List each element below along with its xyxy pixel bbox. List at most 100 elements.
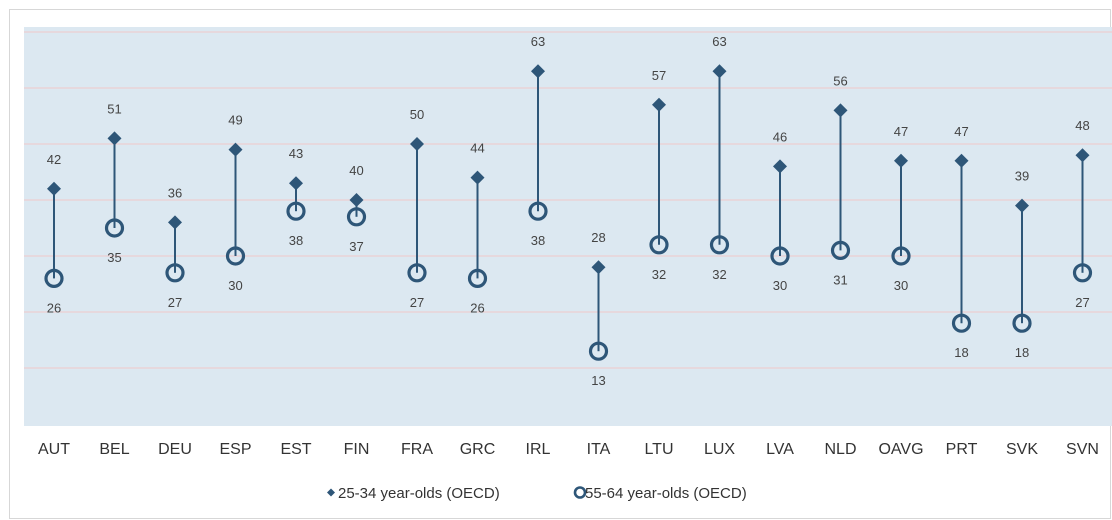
legend-ring-marker <box>573 486 587 499</box>
value-label-25-34-deu: 36 <box>168 185 182 200</box>
value-label-25-34-prt: 47 <box>954 124 968 139</box>
ring-point-irl <box>528 201 548 221</box>
diamond-point-lva <box>773 159 787 174</box>
x-label-prt: PRT <box>946 441 978 458</box>
value-label-55-64-bel: 35 <box>107 250 121 265</box>
ring-point-deu <box>165 263 185 283</box>
value-label-55-64-grc: 26 <box>470 300 484 315</box>
ring-point-svk <box>1012 313 1032 333</box>
x-label-fra: FRA <box>401 441 433 458</box>
ring-point-aut <box>44 268 64 288</box>
legend-diamond-marker <box>327 488 335 497</box>
value-label-25-34-ltu: 57 <box>652 68 666 83</box>
value-label-55-64-lux: 32 <box>712 267 726 282</box>
value-label-55-64-ita: 13 <box>591 373 605 388</box>
x-label-ltu: LTU <box>644 441 673 458</box>
x-label-oavg: OAVG <box>878 441 923 458</box>
diamond-point-svk <box>1015 198 1029 213</box>
diamond-point-ita <box>591 260 606 275</box>
ring-point-oavg <box>891 246 911 266</box>
x-label-irl: IRL <box>526 441 551 458</box>
diamond-point-est <box>289 176 303 191</box>
x-axis-labels: AUT BEL DEU ESP EST FIN FRA GRC IRL ITA LTU LUX LVA N… <box>38 441 1099 458</box>
diamond-point-prt <box>954 153 969 168</box>
x-label-nld: NLD <box>824 441 856 458</box>
x-label-fin: FIN <box>344 441 370 458</box>
value-label-25-34-esp: 49 <box>228 113 242 128</box>
diamond-point-bel <box>107 131 122 146</box>
diamond-point-lux <box>712 64 727 79</box>
x-label-bel: BEL <box>99 441 129 458</box>
diamond-point-aut <box>47 181 61 196</box>
x-label-svn: SVN <box>1066 441 1099 458</box>
value-label-25-34-grc: 44 <box>470 141 484 156</box>
value-label-25-34-irl: 63 <box>531 34 545 49</box>
ring-point-svn <box>1072 263 1093 283</box>
value-label-55-64-fra: 27 <box>410 295 424 310</box>
value-label-25-34-est: 43 <box>289 146 303 161</box>
x-label-grc: GRC <box>460 441 496 458</box>
plot-background <box>24 27 1112 426</box>
value-label-55-64-esp: 30 <box>228 278 242 293</box>
legend: 25-34 year-olds (OECD) 55-64 year-olds (… <box>327 485 747 502</box>
ring-point-bel <box>104 218 125 238</box>
chart-marks: 42 26 51 35 36 27 49 30 43 38 40 37 50 27 44 26 63 38 28 13… <box>44 34 1093 388</box>
x-label-est: EST <box>280 441 311 458</box>
diamond-point-deu <box>168 215 182 230</box>
value-label-55-64-irl: 38 <box>531 233 545 248</box>
diamond-point-esp <box>228 142 243 157</box>
diamond-point-fin <box>349 193 364 207</box>
ring-point-est <box>286 201 306 221</box>
value-label-55-64-est: 38 <box>289 233 303 248</box>
x-label-svk: SVK <box>1006 441 1038 458</box>
x-label-deu: DEU <box>158 441 192 458</box>
value-label-25-34-aut: 42 <box>47 152 61 167</box>
value-label-55-64-fin: 37 <box>349 239 363 254</box>
diamond-point-grc <box>470 170 485 185</box>
value-label-25-34-fin: 40 <box>349 163 363 178</box>
gridlines <box>24 31 1112 369</box>
diamond-point-irl <box>531 64 545 79</box>
x-label-lux: LUX <box>704 441 735 458</box>
diamond-point-fra <box>410 137 424 151</box>
x-label-esp: ESP <box>219 441 251 458</box>
diamond-point-svn <box>1075 148 1090 163</box>
ring-point-lux <box>709 235 730 255</box>
value-label-25-34-lux: 63 <box>712 34 726 49</box>
legend-label-55-64: 55-64 year-olds (OECD) <box>585 485 747 502</box>
ring-point-ltu <box>649 235 669 255</box>
value-label-55-64-svn: 27 <box>1075 295 1089 310</box>
ring-point-ita <box>588 341 609 361</box>
ring-point-grc <box>467 268 488 288</box>
value-label-25-34-svk: 39 <box>1015 169 1029 184</box>
diamond-point-nld <box>833 103 848 118</box>
ring-point-fin <box>346 207 367 227</box>
ring-point-lva <box>770 246 790 266</box>
diamond-point-ltu <box>652 97 666 112</box>
ring-point-prt <box>951 313 972 333</box>
value-label-25-34-nld: 56 <box>833 73 847 88</box>
x-label-lva: LVA <box>766 441 794 458</box>
value-label-55-64-nld: 31 <box>833 272 847 287</box>
value-label-25-34-lva: 46 <box>773 129 787 144</box>
value-label-55-64-oavg: 30 <box>894 278 908 293</box>
value-label-55-64-aut: 26 <box>47 300 61 315</box>
x-label-ita: ITA <box>587 441 611 458</box>
ring-point-fra <box>407 263 427 283</box>
x-label-aut: AUT <box>38 441 70 458</box>
value-label-25-34-ita: 28 <box>591 230 605 245</box>
value-label-55-64-lva: 30 <box>773 278 787 293</box>
value-label-25-34-fra: 50 <box>410 107 424 122</box>
diamond-point-oavg <box>894 153 908 168</box>
value-label-25-34-svn: 48 <box>1075 118 1089 133</box>
ring-point-nld <box>830 240 851 260</box>
value-label-25-34-bel: 51 <box>107 101 121 116</box>
value-label-55-64-svk: 18 <box>1015 345 1029 360</box>
value-label-55-64-prt: 18 <box>954 345 968 360</box>
ring-point-esp <box>225 246 246 266</box>
value-label-55-64-ltu: 32 <box>652 267 666 282</box>
value-label-25-34-oavg: 47 <box>894 124 908 139</box>
value-label-55-64-deu: 27 <box>168 295 182 310</box>
legend-label-25-34: 25-34 year-olds (OECD) <box>338 485 500 502</box>
